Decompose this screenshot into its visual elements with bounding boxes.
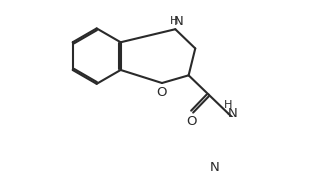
Text: N: N	[174, 15, 183, 28]
Text: N: N	[210, 161, 219, 172]
Text: N: N	[228, 107, 238, 120]
Text: O: O	[157, 86, 167, 99]
Text: H: H	[170, 16, 178, 26]
Text: O: O	[186, 115, 197, 128]
Text: H: H	[224, 100, 233, 110]
